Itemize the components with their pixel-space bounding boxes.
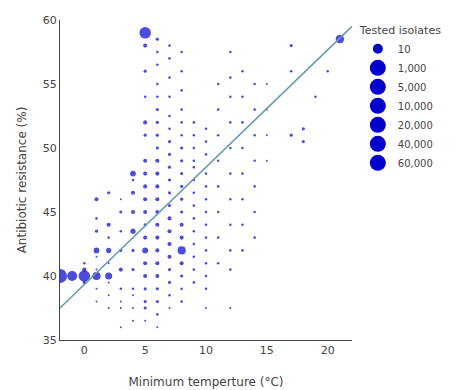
svg-text:10,000: 10,000: [398, 101, 433, 112]
svg-text:Tested isolates: Tested isolates: [359, 24, 441, 37]
svg-text:40: 40: [43, 270, 57, 283]
svg-text:40,000: 40,000: [398, 139, 433, 150]
svg-text:1,000: 1,000: [398, 63, 427, 74]
svg-text:0: 0: [81, 344, 88, 357]
svg-text:5: 5: [142, 344, 149, 357]
svg-text:10: 10: [398, 44, 411, 55]
svg-text:35: 35: [43, 334, 57, 347]
svg-text:10: 10: [199, 344, 213, 357]
svg-text:5,000: 5,000: [398, 82, 427, 93]
svg-text:20: 20: [321, 344, 335, 357]
svg-text:60: 60: [43, 14, 57, 27]
svg-text:15: 15: [260, 344, 274, 357]
svg-text:Antibiotic resistance (%): Antibiotic resistance (%): [15, 107, 29, 254]
svg-text:55: 55: [43, 78, 57, 91]
svg-text:60,000: 60,000: [398, 158, 433, 169]
svg-text:20,000: 20,000: [398, 120, 433, 131]
svg-text:Minimum temperture (°C): Minimum temperture (°C): [128, 375, 283, 389]
svg-text:45: 45: [43, 206, 57, 219]
svg-text:50: 50: [43, 142, 57, 155]
